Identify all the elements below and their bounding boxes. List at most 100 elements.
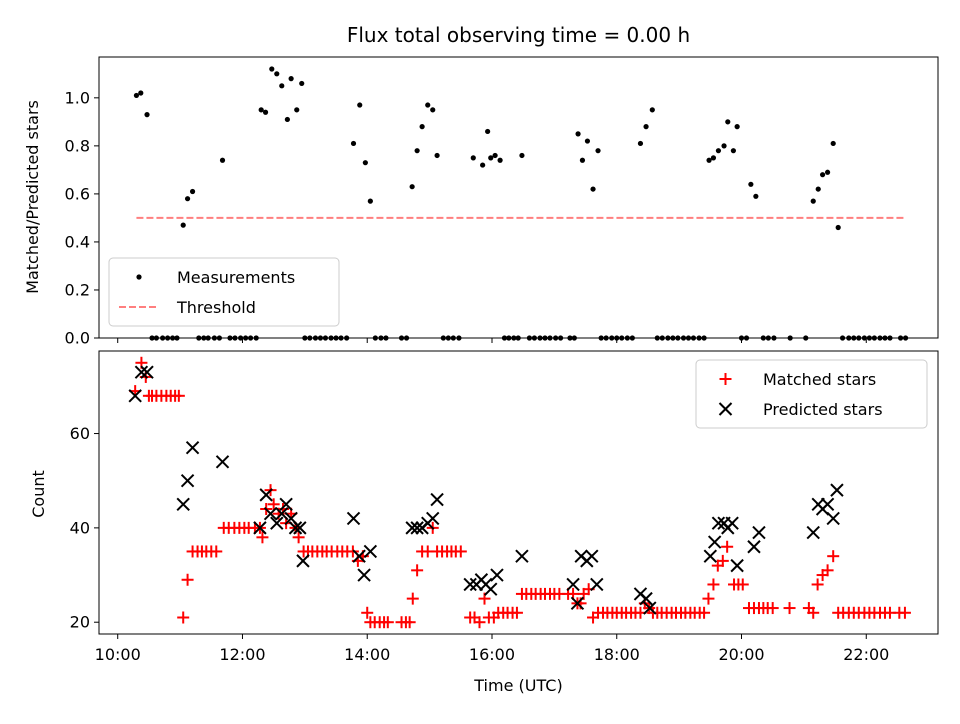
measurement-point [835,224,841,231]
predicted-star-point [643,601,657,615]
top-y-tick-label: 0.4 [65,232,90,251]
measurement-point [575,131,581,137]
legend-matched-label: Matched stars [763,370,876,389]
measurement-point [294,107,300,113]
measurement-point [488,155,494,161]
bottom-x-axis-label: Time (UTC) [473,676,562,695]
measurement-point [219,157,226,163]
predicted-star-point [515,549,529,563]
measurement-point [748,181,754,187]
predicted-star-point [279,497,293,511]
bottom-axis-ticks: 20 40 60 10:00 12:00 14:00 16:00 18:00 20:00 22:0… [70,424,890,664]
matched-star-point [898,606,911,619]
measurement-point [350,140,357,147]
predicted-star-point [730,558,744,573]
predicted-star-point [747,540,761,554]
predicted-star-point [820,497,835,511]
top-y-tick-label: 0.8 [65,136,90,155]
matched-star-point [707,578,720,591]
measurement-point [595,148,601,154]
predicted-star-point [259,488,273,502]
top-axis-ticks: 0.0 0.2 0.4 0.6 0.8 1.0 [65,88,867,348]
predicted-star-point [590,577,604,592]
matched-star-point [510,606,523,619]
measurement-point [279,83,285,89]
measurement-point [810,198,816,204]
measurement-point [725,119,731,125]
measurement-point [830,140,836,147]
top-y-tick-label: 0.2 [65,280,90,299]
predicted-star-point [128,389,142,403]
predicted-star-point [570,596,585,611]
measurement-point [133,92,140,99]
bottom-y-tick-label: 20 [70,613,90,632]
bottom-y-axis-label: Count [29,470,48,518]
measurement-point [414,148,420,154]
matched-star-point [454,545,467,558]
predicted-star-point [176,497,190,511]
measurement-point [584,138,591,144]
predicted-star-point [707,535,722,549]
predicted-star-point [585,549,599,563]
measurement-point [590,186,596,192]
matched-star-point [698,606,711,619]
matched-star-point [403,616,416,629]
measurement-point [144,112,150,118]
measurement-point [637,140,644,147]
bottom-y-tick-label: 40 [70,518,90,537]
measurement-point [721,143,727,149]
bottom-legend-box [695,359,928,429]
measurement-point [734,124,740,130]
predicted-star-point [263,507,278,521]
predicted-star-point [296,554,310,568]
top-y-axis-label: Matched/Predicted stars [23,100,42,294]
predicted-star-point [752,525,766,540]
predicted-star-point [215,455,230,469]
predicted-star-point [363,544,378,559]
predicted-star-point [639,591,653,606]
measurement-point [649,107,655,113]
predicted-star-point [270,516,284,530]
measurement-point [262,109,269,115]
matched-star-point [177,611,190,624]
predicted-star-point [134,365,149,379]
predicted-star-point [711,516,726,530]
measurement-point [497,157,503,163]
top-legend: Measurements Threshold [108,257,340,327]
measurement-point [434,152,440,159]
matched-star-point [181,573,194,586]
matched-star-point [821,564,834,577]
bottom-axes-frame [98,350,939,635]
predicted-star-point [826,511,840,526]
measurement-point [180,222,186,228]
predicted-star-point [346,511,361,526]
top-y-tick-label: 0.6 [65,184,90,203]
measurement-point [367,198,373,204]
measurement-point [357,102,363,108]
bottom-y-tick-label: 60 [70,424,90,443]
measurement-point [706,157,712,163]
measurement-point [480,162,486,168]
measurement-point [753,193,759,199]
measurement-point [138,90,144,96]
measurement-point [643,124,649,130]
matched-star-point [736,578,749,591]
measurement-point [189,188,196,195]
predicted-star-point [352,549,366,563]
measurement-point [409,184,415,190]
predicted-star-point [725,516,739,530]
measurement-point [579,157,586,163]
matched-star-point [381,616,394,629]
measurement-point [715,148,722,154]
predicted-star-point [357,568,371,582]
matched-star-point [721,540,734,553]
measurement-point [470,155,476,161]
measurement-point [284,116,290,123]
matched-star-point [702,592,715,605]
measurement-point [730,148,736,154]
top-axes-frame [98,56,939,339]
x-tick-label: 18:00 [594,645,640,664]
top-y-tick-label: 1.0 [65,88,90,107]
top-chart-title: Flux total observing time = 0.00 h [347,23,690,47]
